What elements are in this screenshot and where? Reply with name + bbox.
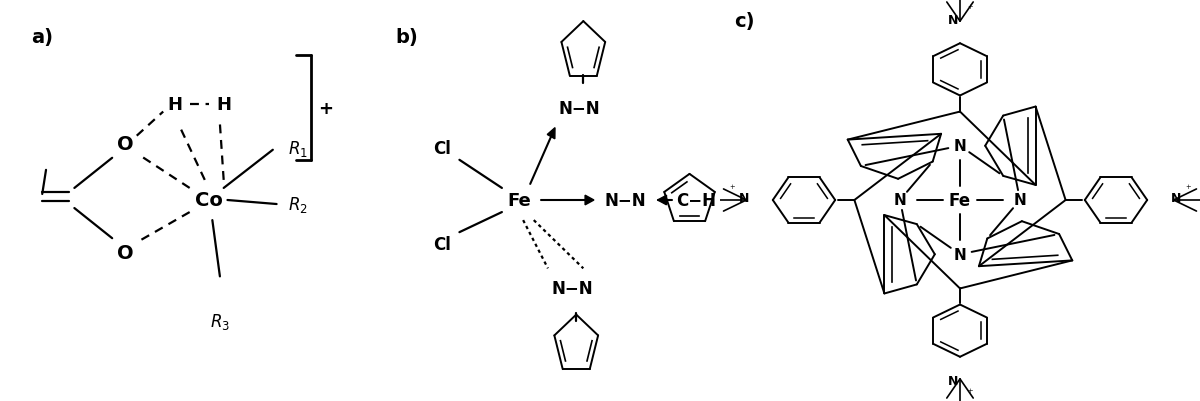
Text: N: N <box>1171 192 1181 205</box>
Text: $^+$: $^+$ <box>966 4 974 14</box>
Text: Fe: Fe <box>949 192 971 209</box>
Text: N: N <box>948 375 958 387</box>
Polygon shape <box>586 196 594 205</box>
Text: $^+$: $^+$ <box>966 387 974 397</box>
Text: Co: Co <box>194 191 222 210</box>
Text: H: H <box>167 95 182 113</box>
Text: N−N: N−N <box>559 99 600 117</box>
Text: O: O <box>118 135 133 154</box>
Text: $R_2$: $R_2$ <box>288 194 307 215</box>
Text: N: N <box>739 192 749 205</box>
Text: Cl: Cl <box>433 140 451 157</box>
Text: C−H: C−H <box>677 192 716 209</box>
Polygon shape <box>658 196 666 205</box>
Text: N: N <box>954 247 966 262</box>
Text: N: N <box>1014 193 1026 208</box>
Text: O: O <box>118 243 133 262</box>
Text: N: N <box>894 193 906 208</box>
Text: N−N: N−N <box>605 192 647 209</box>
Text: Cl: Cl <box>433 236 451 253</box>
Text: N: N <box>954 139 966 154</box>
Text: N: N <box>948 14 958 26</box>
Text: $^+$: $^+$ <box>1184 184 1192 193</box>
Text: N−N: N−N <box>552 280 594 298</box>
Text: b): b) <box>396 28 419 47</box>
Polygon shape <box>547 128 554 140</box>
Text: $R_1$: $R_1$ <box>288 138 308 158</box>
Text: a): a) <box>31 28 53 47</box>
Text: $R_3$: $R_3$ <box>210 311 230 331</box>
Text: $^+$: $^+$ <box>728 184 736 193</box>
Text: H: H <box>216 95 232 113</box>
Text: c): c) <box>734 12 755 31</box>
Text: Fe: Fe <box>508 192 532 209</box>
Text: +: + <box>318 99 334 117</box>
